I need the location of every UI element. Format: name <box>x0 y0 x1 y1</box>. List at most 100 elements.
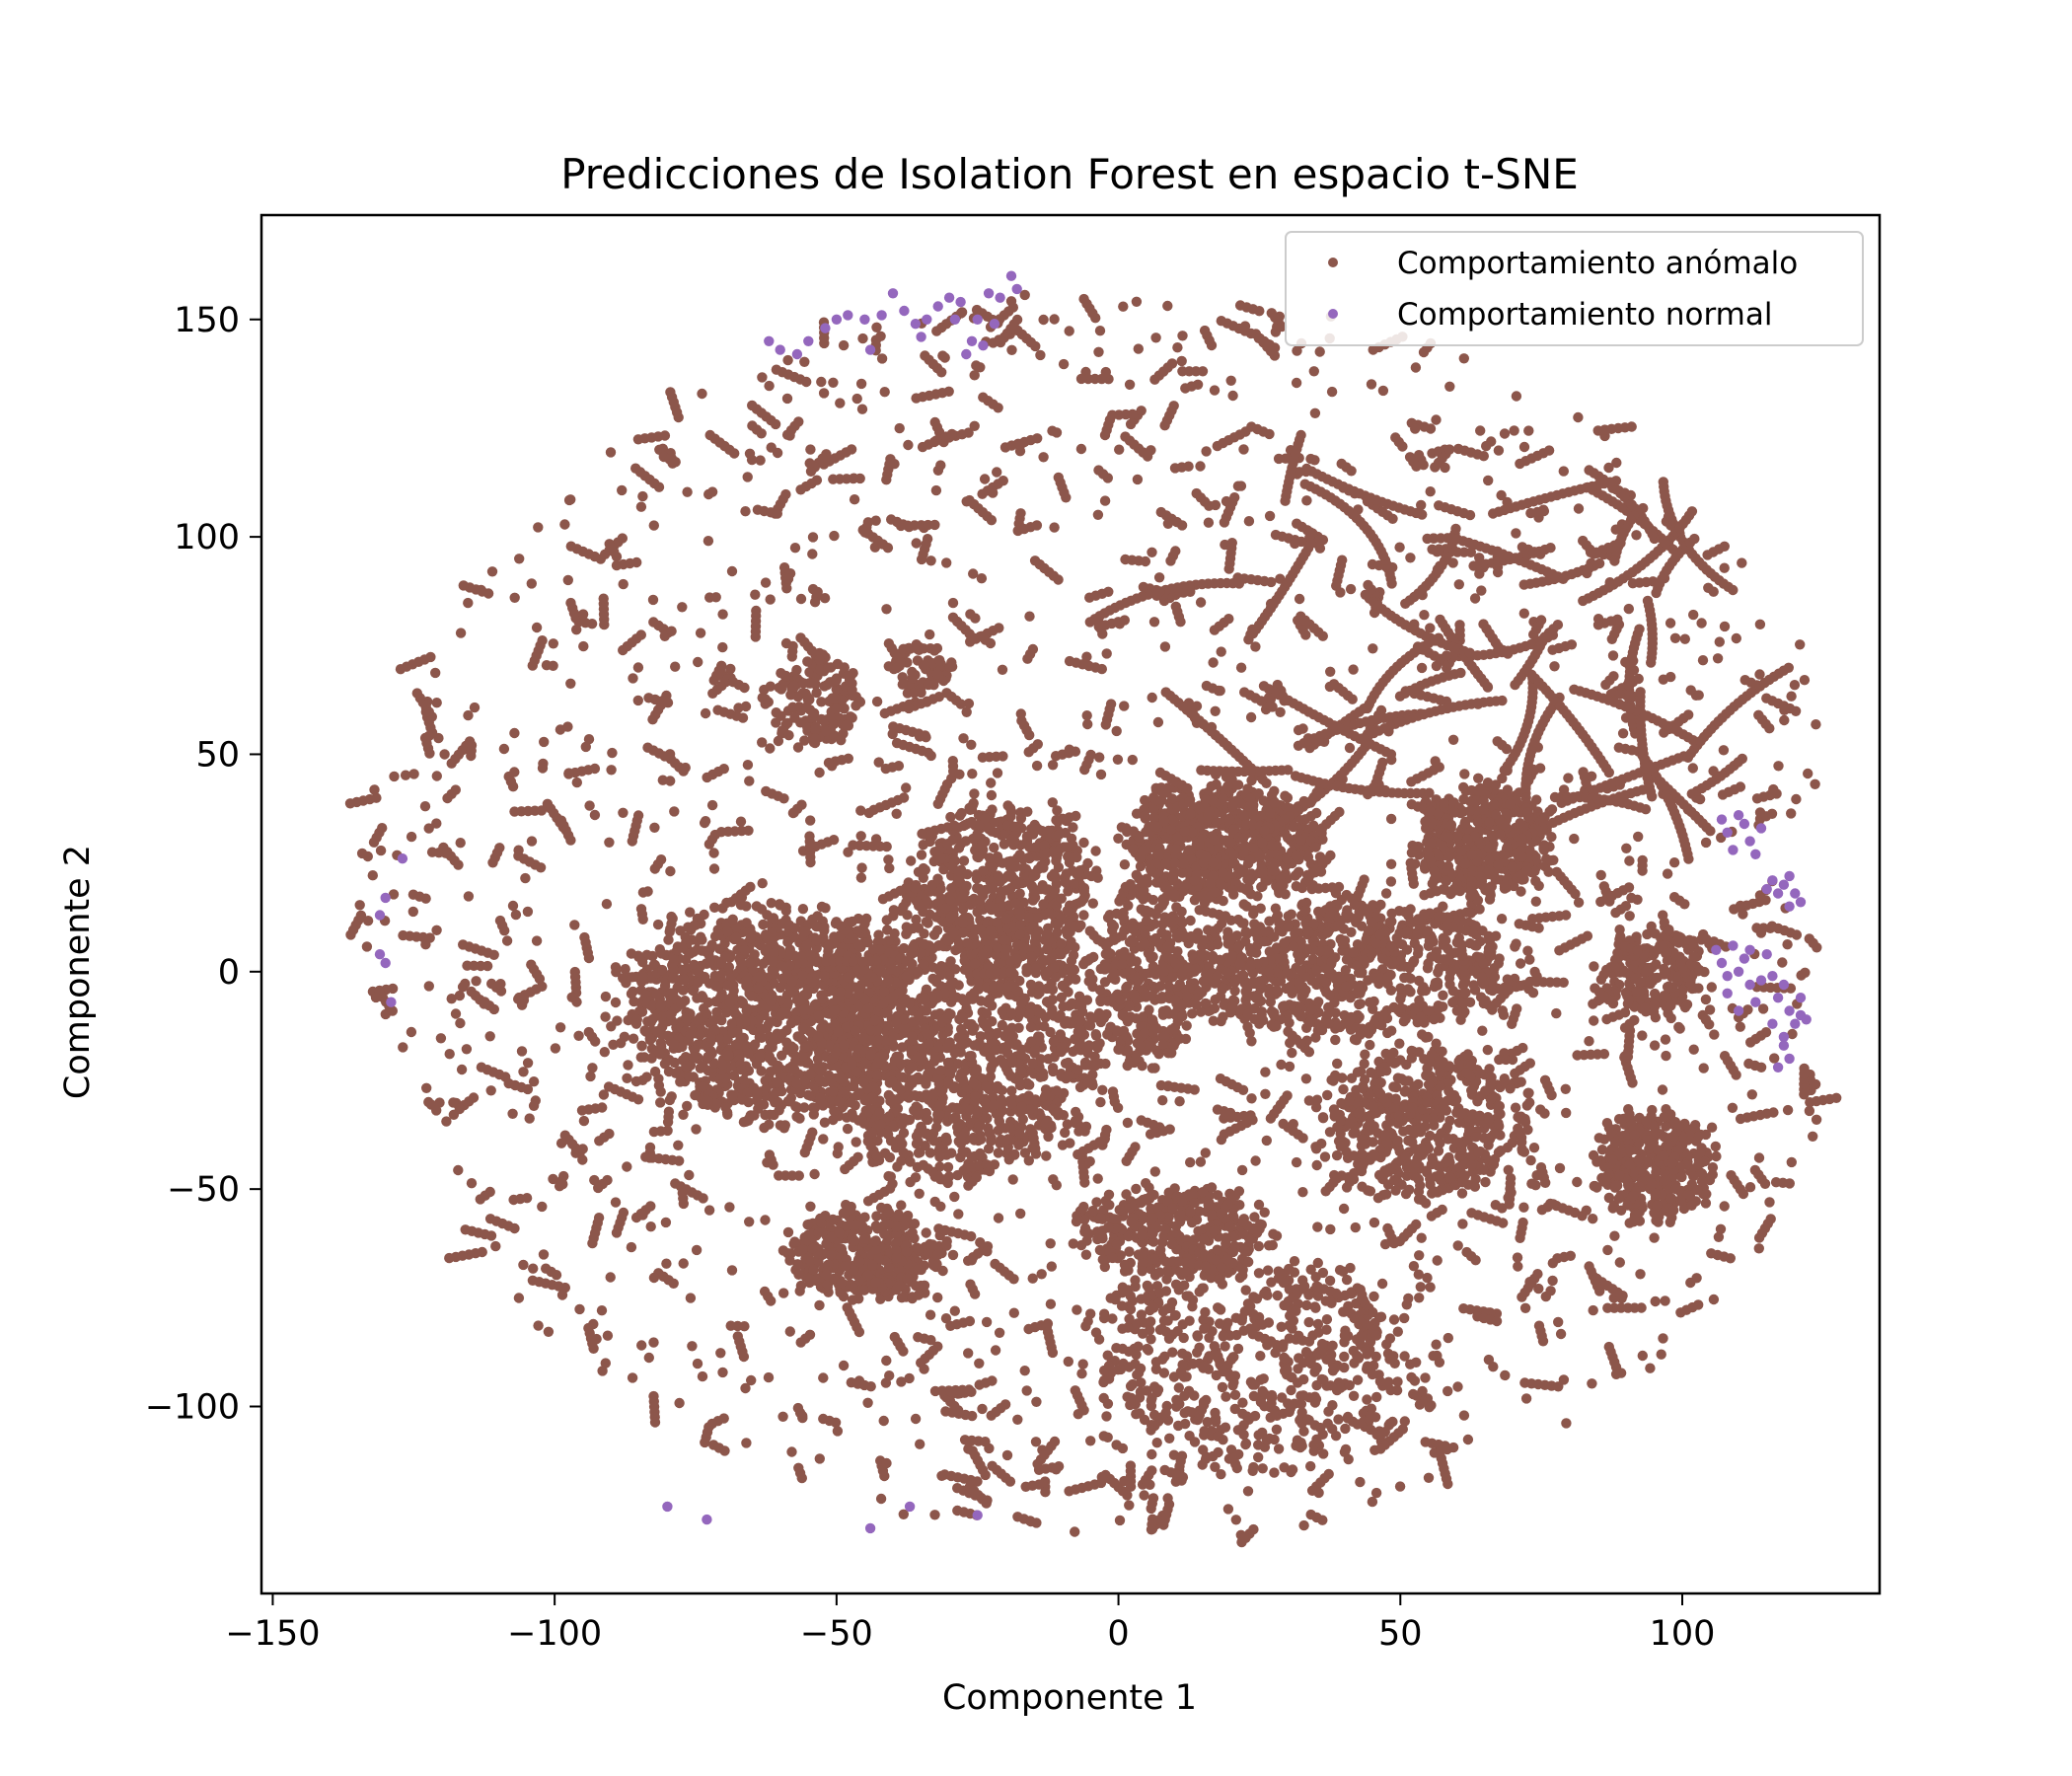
data-point-anomalo <box>1230 975 1241 987</box>
data-point-anomalo <box>958 919 969 929</box>
data-point-anomalo <box>940 1132 952 1144</box>
data-point-anomalo <box>1516 886 1526 897</box>
data-point-anomalo <box>659 980 671 992</box>
data-point-anomalo <box>1545 855 1556 866</box>
data-point-anomalo <box>986 789 998 801</box>
data-point-anomalo <box>1047 984 1059 996</box>
data-point-anomalo <box>799 1102 810 1113</box>
data-point-anomalo <box>1426 951 1437 962</box>
data-point-anomalo <box>930 976 942 988</box>
data-point-anomalo <box>883 975 894 986</box>
data-point-anomalo <box>1452 831 1463 843</box>
data-point-anomalo <box>934 1109 945 1120</box>
data-point-anomalo <box>1264 916 1275 926</box>
data-point-anomalo <box>811 934 823 946</box>
data-point-anomalo <box>1218 792 1228 804</box>
data-point-anomalo <box>1248 926 1260 937</box>
data-point-anomalo <box>758 919 769 930</box>
data-point-anomalo <box>775 1120 786 1131</box>
data-point-anomalo <box>1300 905 1311 916</box>
data-point-anomalo <box>719 951 730 962</box>
data-point-anomalo <box>1063 987 1073 998</box>
data-point-anomalo <box>951 1102 963 1114</box>
data-point-anomalo <box>906 1062 918 1073</box>
data-point-anomalo <box>679 974 690 986</box>
data-point-anomalo <box>1363 925 1374 936</box>
data-point-anomalo <box>1056 1046 1067 1058</box>
data-point-anomalo <box>1471 940 1482 951</box>
data-point-anomalo <box>1286 909 1297 920</box>
data-point-anomalo <box>913 923 925 933</box>
data-point-anomalo <box>1531 794 1542 805</box>
data-point-anomalo <box>1484 854 1495 866</box>
data-point-anomalo <box>1374 929 1386 940</box>
data-point-anomalo <box>813 1031 824 1042</box>
data-point-anomalo <box>878 1051 890 1062</box>
data-point-anomalo <box>1075 896 1087 907</box>
data-point-anomalo <box>1090 1029 1101 1040</box>
data-point-anomalo <box>963 1018 974 1030</box>
data-point-anomalo <box>886 964 898 975</box>
data-point-anomalo <box>756 904 768 915</box>
data-point-anomalo <box>1016 1101 1027 1113</box>
data-point-anomalo <box>1021 963 1032 974</box>
data-point-anomalo <box>653 1073 664 1084</box>
data-point-anomalo <box>1209 1002 1221 1014</box>
data-point-anomalo <box>958 1076 969 1088</box>
data-point-anomalo <box>1236 918 1247 928</box>
data-point-anomalo <box>811 921 822 932</box>
data-point-anomalo <box>1097 1084 1108 1096</box>
data-point-anomalo <box>1140 794 1150 806</box>
data-point-anomalo <box>860 1059 872 1070</box>
data-point-anomalo <box>610 997 622 1008</box>
data-point-anomalo <box>1361 933 1371 945</box>
data-point-anomalo <box>765 1067 777 1077</box>
data-point-anomalo <box>1510 941 1520 952</box>
data-point-anomalo <box>1451 1005 1463 1016</box>
data-point-anomalo <box>983 1029 994 1041</box>
data-point-anomalo <box>916 850 927 860</box>
data-point-anomalo <box>956 838 967 850</box>
data-point-anomalo <box>695 1029 705 1041</box>
data-point-anomalo <box>819 1117 831 1128</box>
data-point-anomalo <box>1049 962 1061 973</box>
data-point-anomalo <box>1500 879 1511 890</box>
data-point-anomalo <box>1524 954 1535 965</box>
data-point-anomalo <box>1242 1008 1253 1019</box>
data-point-anomalo <box>1483 864 1495 875</box>
data-point-anomalo <box>819 922 830 932</box>
data-point-anomalo <box>1040 1089 1052 1100</box>
data-point-anomalo <box>662 1030 674 1042</box>
data-point-anomalo <box>1013 1140 1024 1150</box>
data-point-anomalo <box>1242 884 1253 896</box>
data-point-anomalo <box>1330 1007 1341 1018</box>
data-point-anomalo <box>1026 1036 1037 1047</box>
data-point-anomalo <box>972 851 983 862</box>
data-point-anomalo <box>794 1113 805 1124</box>
data-point-anomalo <box>628 986 638 998</box>
data-point-anomalo <box>1128 844 1139 854</box>
data-point-anomalo <box>1218 1011 1228 1022</box>
data-point-anomalo <box>1324 990 1335 1000</box>
data-point-anomalo <box>772 1077 782 1088</box>
data-point-anomalo <box>1458 793 1469 805</box>
data-point-anomalo <box>1290 927 1300 939</box>
data-point-anomalo <box>1022 852 1034 863</box>
data-point-anomalo <box>992 942 1003 953</box>
data-point-anomalo <box>847 1059 857 1070</box>
data-point-anomalo <box>730 932 742 943</box>
data-point-anomalo <box>741 918 752 928</box>
data-point-anomalo <box>678 985 689 996</box>
data-point-anomalo <box>1005 1098 1017 1110</box>
data-point-anomalo <box>1041 1150 1052 1161</box>
data-point-anomalo <box>722 980 733 991</box>
data-point-anomalo <box>723 962 735 973</box>
data-point-anomalo <box>949 1048 960 1059</box>
data-point-anomalo <box>600 991 612 1002</box>
data-point-anomalo <box>1447 986 1458 997</box>
data-point-anomalo <box>766 898 777 909</box>
data-point-anomalo <box>620 964 630 975</box>
data-point-anomalo <box>957 927 969 938</box>
data-point-anomalo <box>1200 998 1212 1009</box>
